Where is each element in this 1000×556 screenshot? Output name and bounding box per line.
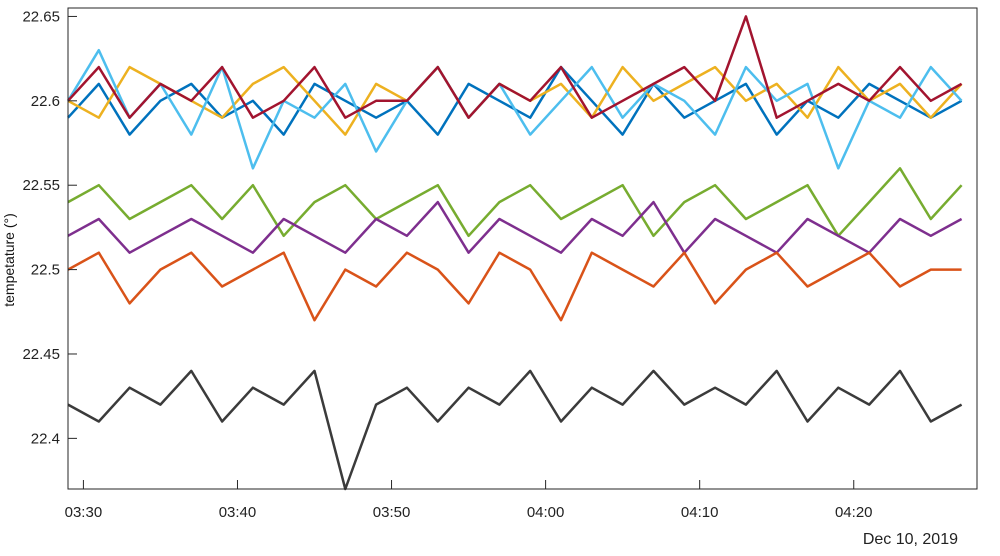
y-tick-label-1: 22.4 bbox=[31, 430, 60, 447]
series-layer bbox=[66, 15, 963, 491]
y-tick-label-2: 22.45 bbox=[22, 346, 60, 363]
y-tick-label-3: 22.5 bbox=[31, 262, 60, 279]
plot-background bbox=[68, 8, 977, 489]
x-tick-label-2: 03:40 bbox=[219, 504, 257, 521]
y-axis-label: tempetature (°) bbox=[1, 213, 17, 307]
series-line-6 bbox=[67, 200, 963, 254]
plot-frame bbox=[67, 7, 978, 490]
series-line-8 bbox=[67, 369, 963, 491]
series-line-7 bbox=[67, 251, 962, 322]
series-line-4 bbox=[67, 15, 963, 119]
x-tick-label-1: 03:30 bbox=[65, 504, 103, 521]
y-tick-label-5: 22.6 bbox=[31, 93, 60, 110]
x-tick-label-5: 04:10 bbox=[681, 504, 719, 521]
y-tick-label-4: 22.55 bbox=[22, 177, 60, 194]
x-tick-label-3: 03:50 bbox=[373, 504, 411, 521]
y-axis-ticks: 22.4 22.45 22.5 22.55 22.6 22.65 bbox=[22, 8, 77, 447]
x-axis-ticks: 03:30 03:40 03:50 04:00 04:10 04:20 bbox=[65, 480, 873, 521]
date-label: Dec 10, 2019 bbox=[863, 531, 958, 548]
x-tick-label-4: 04:00 bbox=[527, 504, 565, 521]
x-tick-label-6: 04:20 bbox=[835, 504, 873, 521]
series-line-5 bbox=[67, 167, 963, 238]
y-tick-label-6: 22.65 bbox=[22, 8, 60, 25]
